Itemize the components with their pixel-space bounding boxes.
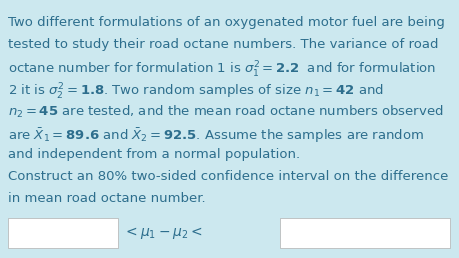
Text: are $\bar{X}_1 = \mathbf{89.6}$ and $\bar{X}_2 = \mathbf{92.5}$. Assume the samp: are $\bar{X}_1 = \mathbf{89.6}$ and $\ba… [8,126,423,144]
Text: and independent from a normal population.: and independent from a normal population… [8,148,299,161]
Text: Construct an 80% two-sided confidence interval on the difference: Construct an 80% two-sided confidence in… [8,170,448,183]
Text: octane number for formulation 1 is $\sigma_1^2 = \mathbf{2.2}$  and for formulat: octane number for formulation 1 is $\sig… [8,60,435,80]
FancyBboxPatch shape [8,218,118,248]
FancyBboxPatch shape [280,218,449,248]
Text: $< \mu_1 - \mu_2 <$: $< \mu_1 - \mu_2 <$ [123,225,202,241]
Text: $n_2 = \mathbf{45}$ are tested, and the mean road octane numbers observed: $n_2 = \mathbf{45}$ are tested, and the … [8,104,442,120]
Text: tested to study their road octane numbers. The variance of road: tested to study their road octane number… [8,38,437,51]
Text: 2 it is $\sigma_2^2 = \mathbf{1.8}$. Two random samples of size $n_1 = \mathbf{4: 2 it is $\sigma_2^2 = \mathbf{1.8}$. Two… [8,82,383,102]
Text: Two different formulations of an oxygenated motor fuel are being: Two different formulations of an oxygena… [8,16,444,29]
Text: in mean road octane number.: in mean road octane number. [8,192,205,205]
